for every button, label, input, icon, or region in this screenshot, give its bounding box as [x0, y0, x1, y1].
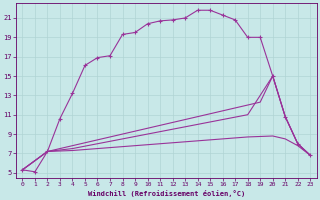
X-axis label: Windchill (Refroidissement éolien,°C): Windchill (Refroidissement éolien,°C): [88, 190, 245, 197]
